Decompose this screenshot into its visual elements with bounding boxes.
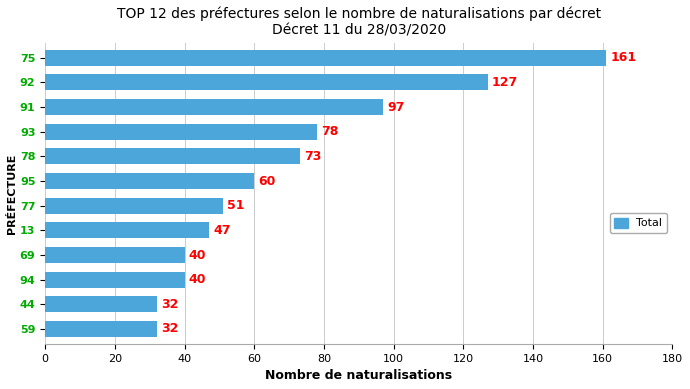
Bar (45, 223, 209, 238)
Bar (45, 124, 317, 140)
Text: 97: 97 (387, 101, 405, 114)
Text: 161: 161 (611, 51, 637, 64)
Y-axis label: PRÉFECTURE: PRÉFECTURE (7, 153, 17, 233)
Text: 60: 60 (259, 175, 276, 187)
Bar (45, 272, 185, 288)
Bar (45, 74, 488, 90)
Bar (45, 198, 223, 214)
Legend: Total: Total (610, 213, 667, 233)
Bar (45, 247, 185, 263)
X-axis label: Nombre de naturalisations: Nombre de naturalisations (265, 369, 453, 382)
Bar (45, 99, 383, 115)
Title: TOP 12 des préfectures selon le nombre de naturalisations par décret
Décret 11 d: TOP 12 des préfectures selon le nombre d… (117, 7, 601, 38)
Bar (45, 296, 157, 312)
Bar (45, 50, 607, 66)
Text: 73: 73 (304, 150, 321, 163)
Text: 32: 32 (161, 322, 178, 335)
Text: 51: 51 (227, 199, 245, 212)
Text: 40: 40 (189, 249, 206, 261)
Bar (45, 321, 157, 337)
Text: 78: 78 (322, 125, 339, 138)
Text: 40: 40 (189, 273, 206, 286)
Text: 127: 127 (492, 76, 518, 89)
Bar (45, 148, 299, 165)
Bar (45, 173, 255, 189)
Text: 47: 47 (213, 224, 230, 237)
Text: 32: 32 (161, 298, 178, 311)
